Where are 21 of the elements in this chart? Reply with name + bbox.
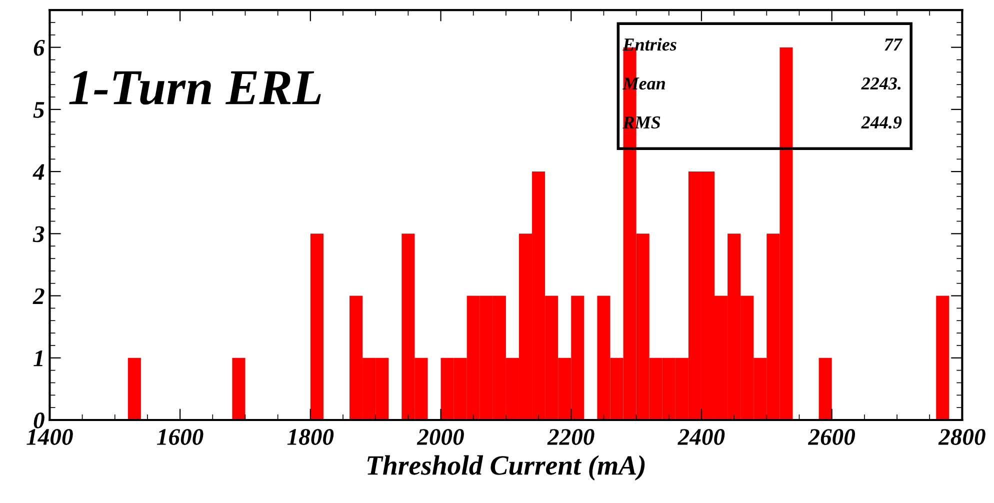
y-tick-label: 4 <box>32 164 44 180</box>
annotation: 2243. <box>861 77 901 90</box>
x-tick-label: 2600 <box>808 429 856 445</box>
y-tick-label: 3 <box>32 226 44 242</box>
x-tick-label: 1400 <box>26 429 73 445</box>
y-tick-label: 0 <box>34 412 44 428</box>
x-tick-label: 1600 <box>157 429 204 445</box>
x-tick-label: 1800 <box>287 429 334 445</box>
y-tick-label: 1 <box>34 350 42 366</box>
x-tick-label: 2800 <box>938 429 986 445</box>
annotation: 77 <box>884 38 903 50</box>
x-axis-title: Threshold Current (mA) <box>368 455 645 480</box>
x-tick-label: 2200 <box>547 429 594 445</box>
x-tick-label: 2400 <box>678 429 725 445</box>
annotation: Entries <box>622 38 676 51</box>
annotation: 244.9 <box>861 116 902 129</box>
y-tick-label: 2 <box>32 288 44 304</box>
x-tick-label: 2000 <box>416 429 464 445</box>
y-tick-label: 6 <box>34 40 45 56</box>
text: 1-Turn ERL <box>69 71 321 105</box>
y-tick-label: 5 <box>33 102 44 118</box>
